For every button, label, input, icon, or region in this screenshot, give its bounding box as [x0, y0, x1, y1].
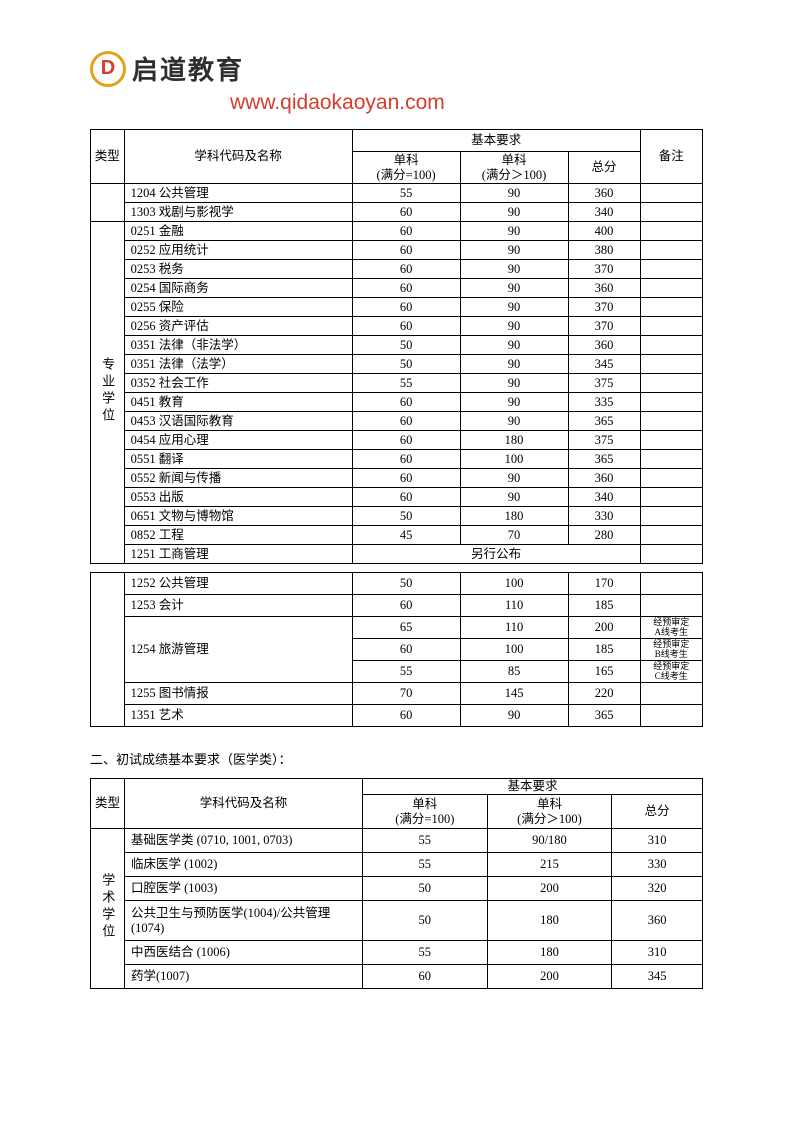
- table-row: 0651 文物与博物馆50180330: [91, 507, 703, 526]
- table-row: 临床医学 (1002)55215330: [91, 853, 703, 877]
- table-row: 0352 社会工作5590375: [91, 374, 703, 393]
- table-row: 公共卫生与预防医学(1004)/公共管理(1074)50180360: [91, 901, 703, 941]
- table-row: 0351 法律（法学）5090345: [91, 355, 703, 374]
- table-row: 0454 应用心理60180375: [91, 431, 703, 450]
- table-row: 1253 会计60110185: [91, 595, 703, 617]
- hdr-type: 类型: [91, 130, 125, 184]
- table-row: 0551 翻译60100365: [91, 450, 703, 469]
- t2-hdr-sub2: 单科 (满分＞100): [487, 795, 612, 829]
- table-row: 0552 新闻与传播6090360: [91, 469, 703, 488]
- table-row: 0254 国际商务6090360: [91, 279, 703, 298]
- hdr-sub1: 单科 (满分=100): [352, 152, 460, 184]
- table-row: 1303 戏剧与影视学6090340: [91, 203, 703, 222]
- table-row: 中西医结合 (1006)55180310: [91, 941, 703, 965]
- table-row: 0253 税务6090370: [91, 260, 703, 279]
- section-2-title: 二、初试成绩基本要求（医学类）：: [90, 749, 703, 768]
- table-row: 0351 法律（非法学）5090360: [91, 336, 703, 355]
- type-label-acad: 学术学位: [91, 829, 125, 989]
- hdr-subject: 学科代码及名称: [124, 130, 352, 184]
- hdr-note: 备注: [640, 130, 702, 184]
- t2-hdr-total: 总分: [612, 795, 703, 829]
- hdr-sub2: 单科 (满分＞100): [460, 152, 568, 184]
- table-row: 1255 图书情报70145220: [91, 683, 703, 705]
- table-row: 1251 工商管理另行公布: [91, 545, 703, 564]
- t2-hdr-basic: 基本要求: [362, 779, 702, 795]
- logo-letter: D: [101, 57, 115, 80]
- t2-hdr-type: 类型: [91, 779, 125, 829]
- table-row: 0256 资产评估6090370: [91, 317, 703, 336]
- brand-header: D 启道教育: [90, 50, 703, 87]
- hdr-basic: 基本要求: [352, 130, 640, 152]
- t2-hdr-sub1: 单科 (满分=100): [362, 795, 487, 829]
- table-row: 1351 艺术6090365: [91, 705, 703, 727]
- brand-name: 启道教育: [132, 50, 244, 87]
- table-row: 0451 教育6090335: [91, 393, 703, 412]
- score-table-1: 类型 学科代码及名称 基本要求 备注 单科 (满分=100) 单科 (满分＞10…: [90, 129, 703, 564]
- table-row: 学术学位基础医学类 (0710, 1001, 0703)5590/180310: [91, 829, 703, 853]
- table-row: 0255 保险6090370: [91, 298, 703, 317]
- table-row: 口腔医学 (1003)50200320: [91, 877, 703, 901]
- table-row: 0553 出版6090340: [91, 488, 703, 507]
- table-row: 0852 工程4570280: [91, 526, 703, 545]
- logo-icon: D: [90, 51, 126, 87]
- table-row: 1254 旅游管理65110200经预审定 A线考生: [91, 617, 703, 639]
- table-row: 药学(1007)60200345: [91, 965, 703, 989]
- score-table-2: 类型 学科代码及名称 基本要求 单科 (满分=100) 单科 (满分＞100) …: [90, 778, 703, 989]
- table-row: 1204 公共管理5590360: [91, 184, 703, 203]
- type-label-pro: 专业学位: [91, 222, 125, 564]
- website-url: www.qidaokaoyan.com: [230, 91, 703, 115]
- hdr-total: 总分: [568, 152, 640, 184]
- score-table-1b: 1252 公共管理501001701253 会计601101851254 旅游管…: [90, 572, 703, 727]
- table-row: 0252 应用统计6090380: [91, 241, 703, 260]
- table-row: 1252 公共管理50100170: [91, 573, 703, 595]
- table-row: 专业学位0251 金融6090400: [91, 222, 703, 241]
- t2-hdr-subject: 学科代码及名称: [124, 779, 362, 829]
- table-row: 0453 汉语国际教育6090365: [91, 412, 703, 431]
